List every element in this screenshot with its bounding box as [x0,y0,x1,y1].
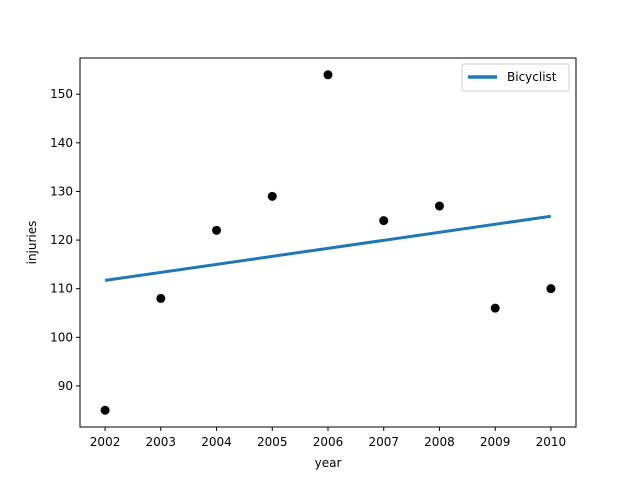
plot-frame [79,57,577,428]
data-point [434,201,444,211]
data-points [100,70,556,415]
y-tick-label: 120 [50,233,73,247]
data-point [379,216,389,226]
y-axis-label: injuries [25,221,39,265]
x-tick-label: 2002 [90,435,121,449]
legend: Bicyclist [461,63,570,92]
data-point [100,405,110,415]
x-tick-label: 2008 [424,435,455,449]
x-tick-label: 2006 [313,435,344,449]
x-tick-label: 2005 [257,435,288,449]
y-axis-ticks: 90 100 110 120 130 140 150 [50,87,80,393]
plot-area [80,58,576,427]
data-point [156,293,166,303]
x-axis-ticks: 2002 2003 2004 2005 2006 2007 2008 2009 2010 [90,427,566,449]
series-lines [104,214,552,282]
legend-box [461,63,570,92]
x-tick-label: 2010 [536,435,567,449]
x-tick-label: 2004 [201,435,232,449]
y-tick-label: 130 [50,184,73,198]
x-tick-label: 2007 [368,435,399,449]
legend-label-bicyclist: Bicyclist [507,70,557,84]
y-tick-label: 100 [50,330,73,344]
data-point [546,284,556,294]
series-line-bicyclist [104,214,552,282]
x-tick-label: 2009 [480,435,511,449]
x-tick-label: 2003 [146,435,177,449]
data-point [323,70,333,80]
y-tick-label: 90 [58,379,73,393]
x-axis-label: year [315,456,342,470]
y-tick-label: 110 [50,282,73,296]
y-tick-label: 140 [50,136,73,150]
y-tick-label: 150 [50,87,73,101]
data-point [490,303,500,313]
data-point [212,225,222,235]
data-point [267,191,277,201]
